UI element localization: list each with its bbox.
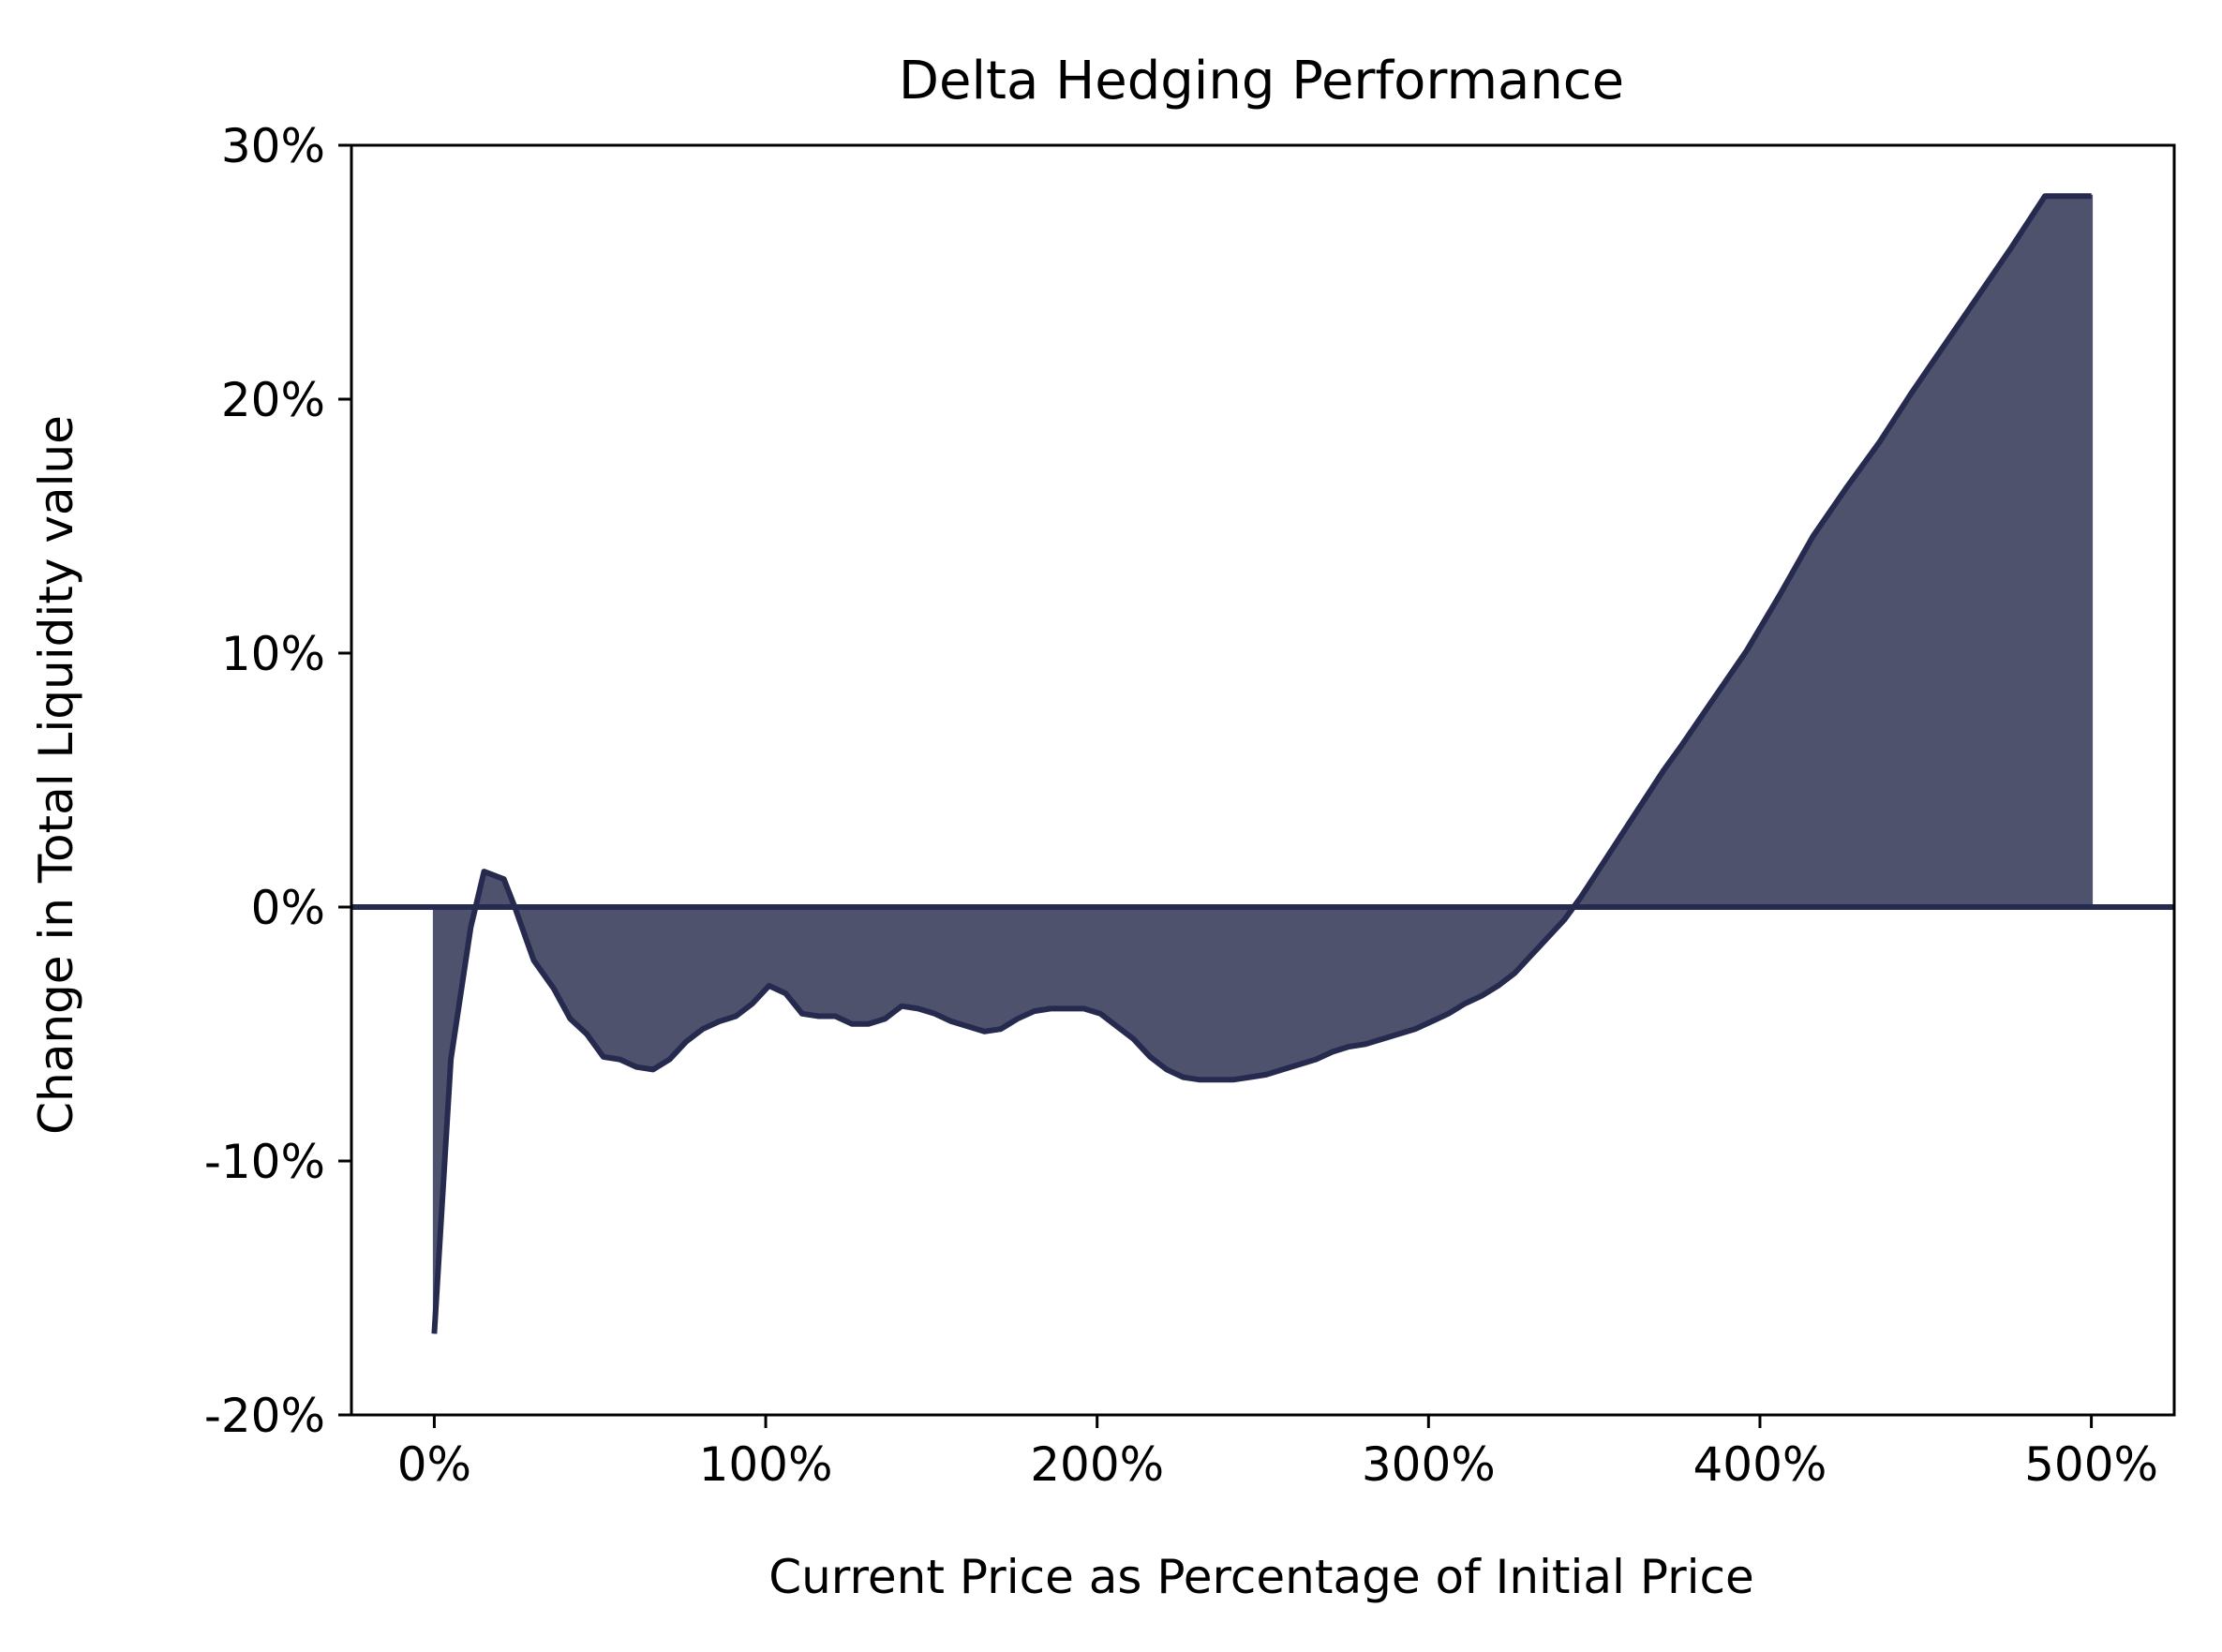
- y-tick-label: -20%: [204, 1389, 325, 1443]
- series-line: [431, 193, 2092, 1334]
- x-tick-label: 300%: [1362, 1437, 1496, 1492]
- axes-frame: [350, 143, 2176, 1417]
- x-axis-ticks: 0% 100% 200% 300% 400% 500%: [397, 1415, 2158, 1492]
- x-tick-label: 400%: [1693, 1437, 1827, 1492]
- x-axis-label: Current Price as Percentage of Initial P…: [768, 1550, 1754, 1604]
- y-tick-label: -10%: [204, 1135, 325, 1189]
- plot-area: [350, 143, 2176, 1417]
- chart-title: Delta Hedging Performance: [899, 51, 1624, 112]
- x-tick-label: 500%: [2024, 1437, 2158, 1492]
- area-fill: [432, 194, 2094, 1334]
- y-tick-label: 10%: [221, 627, 325, 681]
- x-tick-label: 100%: [699, 1437, 833, 1492]
- y-tick-label: 30%: [221, 119, 325, 173]
- y-tick-label: 0%: [251, 881, 325, 935]
- y-tick-label: 20%: [221, 373, 325, 427]
- x-tick-label: 0%: [397, 1437, 471, 1492]
- y-axis-ticks: -20% -10% 0% 10% 20% 30%: [204, 119, 351, 1443]
- y-axis-label: Change in Total Liquidity value: [29, 415, 83, 1135]
- x-tick-label: 200%: [1030, 1437, 1164, 1492]
